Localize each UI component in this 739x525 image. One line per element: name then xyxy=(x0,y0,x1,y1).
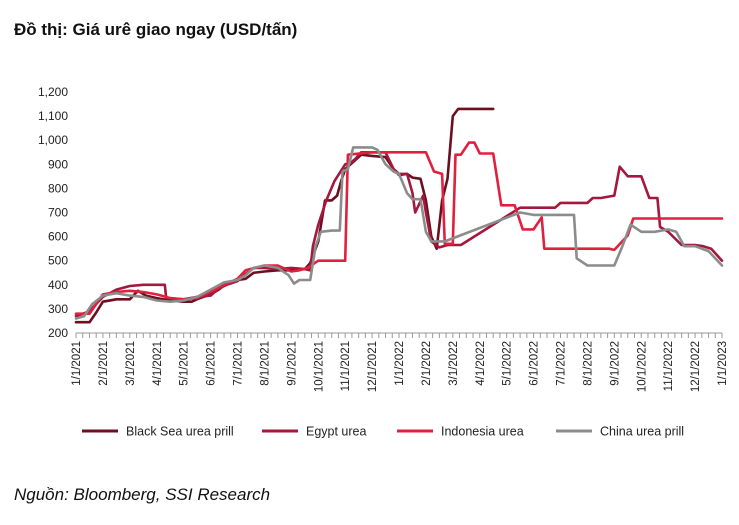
series-line-3 xyxy=(74,141,724,315)
y-tick-label: 1,200 xyxy=(38,85,68,99)
x-tick-label: 2/1/2022 xyxy=(421,341,433,386)
legend-label: Black Sea urea prill xyxy=(126,425,234,439)
x-tick-label: 7/1/2022 xyxy=(556,341,568,386)
x-tick-label: 10/1/2022 xyxy=(636,341,648,392)
x-tick-label: 8/1/2021 xyxy=(259,341,271,386)
chart-source: Nguồn: Bloomberg, SSI Research xyxy=(14,485,271,504)
series-layer xyxy=(74,107,724,324)
x-tick-label: 5/1/2022 xyxy=(502,341,514,386)
x-tick-label: 1/1/2023 xyxy=(717,341,729,386)
x-tick-label: 7/1/2021 xyxy=(233,341,245,386)
series-line-4 xyxy=(74,146,724,320)
x-tick-label: 6/1/2021 xyxy=(206,341,218,386)
x-tick-label: 10/1/2021 xyxy=(313,341,325,392)
x-tick-label: 8/1/2022 xyxy=(582,341,594,386)
x-tick-label: 1/1/2021 xyxy=(71,341,83,386)
chart-title: Đồ thị: Giá urê giao ngay (USD/tấn) xyxy=(14,20,298,39)
y-tick-label: 1,000 xyxy=(38,133,68,147)
y-tick-label: 600 xyxy=(48,230,68,244)
y-tick-label: 200 xyxy=(48,326,68,340)
x-tick-label: 9/1/2022 xyxy=(609,341,621,386)
y-tick-label: 400 xyxy=(48,278,68,292)
legend-label: China urea prill xyxy=(600,425,684,439)
y-tick-label: 700 xyxy=(48,206,68,220)
x-tick-label: 12/1/2022 xyxy=(690,341,702,392)
x-tick-label: 4/1/2021 xyxy=(152,341,164,386)
x-tick-label: 6/1/2022 xyxy=(529,341,541,386)
y-axis: 200 300 400 500 600 700 800 900 1,000 1,100 1,200 xyxy=(38,85,68,340)
x-axis: 1/1/2021 2/1/2021 3/1/2021 4/1/2021 5/1/2021… xyxy=(71,332,729,392)
y-tick-label: 500 xyxy=(48,254,68,268)
x-tick-label: 11/1/2022 xyxy=(663,341,675,391)
y-tick-label: 900 xyxy=(48,157,68,171)
x-tick-label: 5/1/2021 xyxy=(179,341,191,386)
x-tick-label: 12/1/2021 xyxy=(367,341,379,392)
series-line-2 xyxy=(74,151,724,318)
x-tick-label: 1/1/2022 xyxy=(394,341,406,386)
series-line-1 xyxy=(74,107,495,324)
x-tick-label: 2/1/2021 xyxy=(98,341,110,386)
x-tick-label: 9/1/2021 xyxy=(286,341,298,386)
x-tick-label: 3/1/2021 xyxy=(125,341,137,386)
y-tick-label: 300 xyxy=(48,302,68,316)
legend-label: Indonesia urea xyxy=(441,425,524,439)
legend: Black Sea urea prill Egypt urea Indonesia … xyxy=(82,425,684,439)
y-tick-label: 800 xyxy=(48,181,68,195)
x-tick-label: 3/1/2022 xyxy=(448,341,460,386)
x-tick-label: 11/1/2021 xyxy=(340,341,352,391)
x-tick-label: 4/1/2022 xyxy=(475,341,487,386)
legend-label: Egypt urea xyxy=(306,425,367,439)
y-tick-label: 1,100 xyxy=(38,109,68,123)
